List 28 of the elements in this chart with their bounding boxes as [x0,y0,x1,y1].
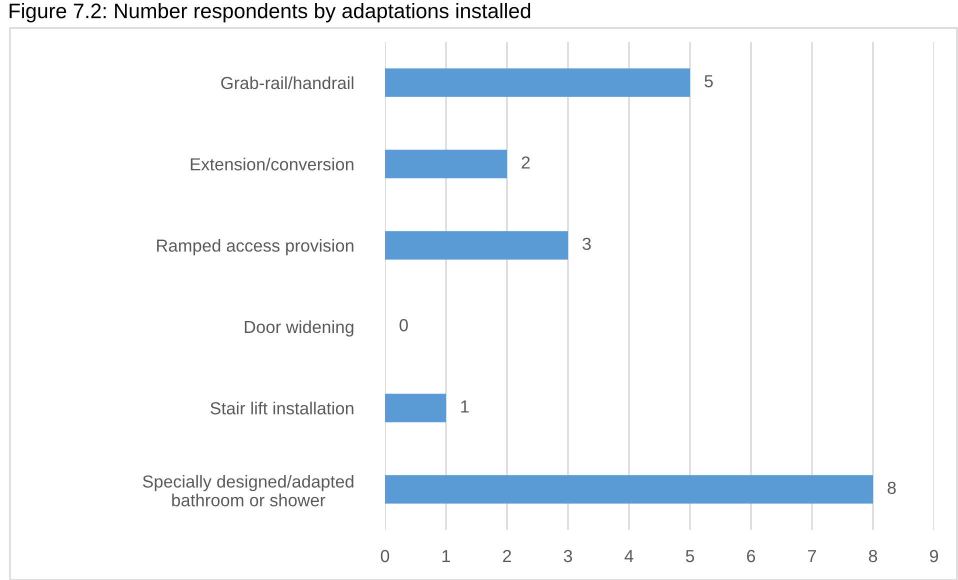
y-tick-label: Ramped access provision [157,239,354,256]
chart-title: Figure 7.2: Number respondents by adaptations installed [10,3,530,22]
x-tick-label: 8 [868,550,878,562]
data-label: 2 [522,156,530,168]
bar [385,475,873,504]
data-label: 3 [582,238,591,250]
y-tick-label: Specially designed/adapted bathroom or shower [142,474,354,506]
x-tick-label: 2 [503,550,511,562]
x-tick-label: 5 [686,550,694,562]
x-tick-label: 0 [380,550,390,562]
bar [385,150,507,178]
data-label: 8 [888,482,896,494]
data-label: 5 [704,75,713,88]
bar [385,68,690,97]
y-tick-label: Extension/conversion [190,158,354,170]
y-tick-label: Grab-rail/handrail [221,76,354,90]
data-label: 0 [400,319,408,332]
x-tick-label: 7 [808,550,816,562]
x-tick-label: 3 [564,550,572,562]
y-tick-label: Door widening [244,320,354,337]
x-tick-label: 9 [930,550,938,562]
x-tick-label: 6 [747,550,756,562]
bar [385,394,446,422]
bar [385,231,568,260]
x-tick-label: 4 [624,550,634,562]
x-tick-label: 1 [442,550,450,562]
data-label: 1 [461,400,469,412]
y-tick-label: Stair lift installation [210,402,354,414]
